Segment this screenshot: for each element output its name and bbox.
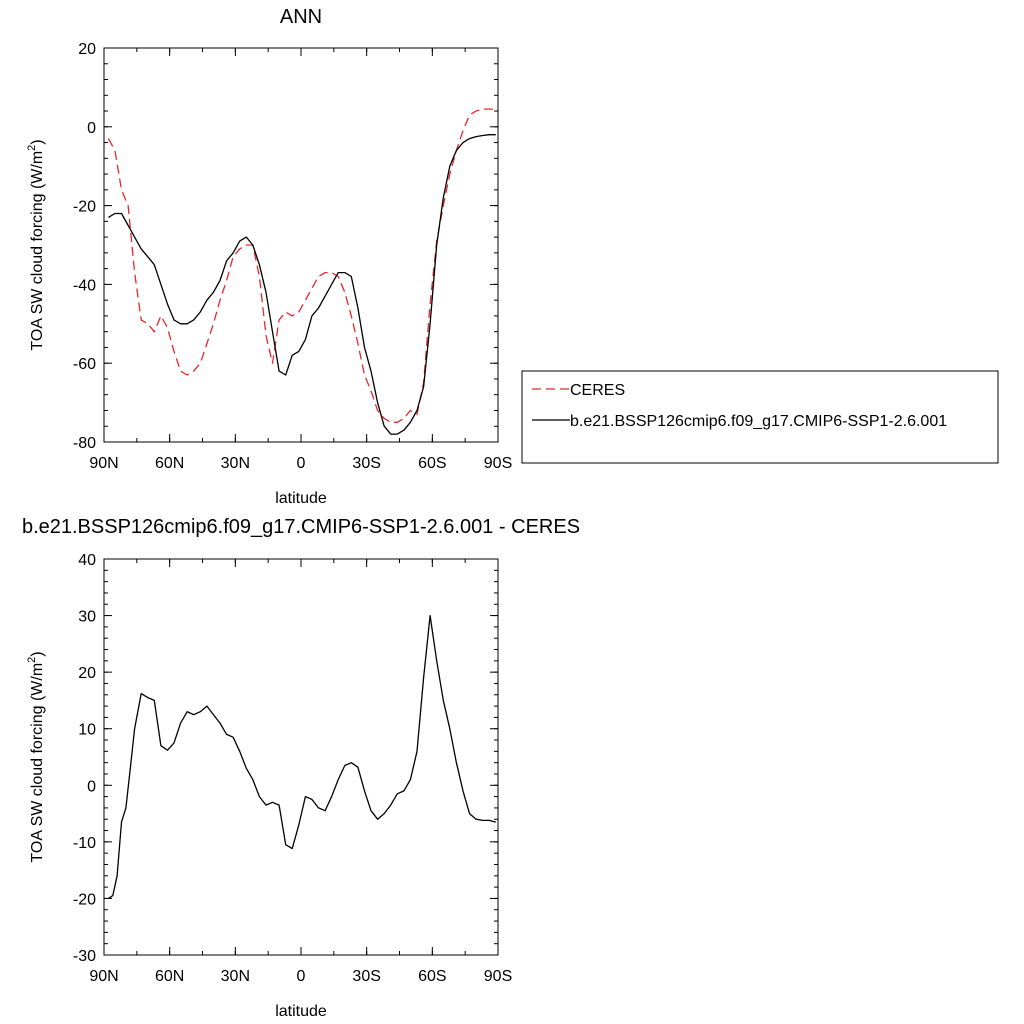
x-axis-label: latitude [275,490,327,507]
x-tick-label: 60S [418,455,446,472]
y-tick-label: -20 [73,891,96,908]
y-tick-label: -20 [73,199,96,216]
series-line-b-e21-bssp126cmip6-f09-g17-cmip6-ssp1-2-6-001 [108,134,496,435]
x-tick-label: 90S [484,968,512,985]
y-axis-label-close: ) [29,139,46,144]
y-tick-label: -80 [73,435,96,452]
y-axis-label-main: TOA SW cloud forcing (W/m [29,151,46,351]
plot-frame [103,558,499,956]
x-tick-label: 60N [155,455,184,472]
legend-label: CERES [570,382,625,399]
chart-panel-1: ANN 20 0 -20 -40 -60 -80 90N 60N 30N 0 30S 60S 90S lat… [26,6,999,507]
y-tick-label: -40 [73,277,96,294]
x-tick-label: 0 [297,455,306,472]
chart-title: ANN [280,6,322,28]
series-line-ceres [107,108,496,423]
x-tick-label: 30S [352,968,380,985]
x-tick-label: 90S [484,455,512,472]
y-tick-label: -30 [73,948,96,965]
chart-panel-2: b.e21.BSSP126cmip6.f09_g17.CMIP6-SSP1-2.… [22,516,580,1020]
x-tick-label: 60S [418,968,446,985]
chart-title: b.e21.BSSP126cmip6.f09_g17.CMIP6-SSP1-2.… [22,516,580,538]
x-tick-label: 30S [352,455,380,472]
x-tick-label: 90N [89,455,118,472]
y-axis-label-close: ) [29,651,46,656]
y-axis-label: TOA SW cloud forcing (W/m2) [26,651,46,862]
plot-frame [103,47,499,443]
legend-label: b.e21.BSSP126cmip6.f09_g17.CMIP6-SSP1-2.… [570,413,947,430]
y-tick-label: 10 [78,722,96,739]
y-tick-label: 0 [87,778,96,795]
y-tick-label: 20 [78,41,96,58]
y-tick-label: 0 [87,120,96,137]
y-axis-label-main: TOA SW cloud forcing (W/m [29,663,46,863]
x-tick-label: 0 [297,968,306,985]
series-line-1 [108,614,496,899]
y-axis-label: TOA SW cloud forcing (W/m2) [26,139,46,350]
y-tick-label: -10 [73,835,96,852]
x-tick-label: 90N [89,968,118,985]
legend-box [521,370,999,464]
x-tick-label: 30N [221,968,250,985]
legend: CERES b.e21.BSSP126cmip6.f09_g17.CMIP6-SS… [521,370,999,464]
y-tick-label: 40 [78,552,96,569]
y-axis-label-sup: 2 [26,657,38,663]
x-axis-label: latitude [275,1003,327,1020]
x-tick-label: 60N [155,968,184,985]
y-tick-label: 30 [78,609,96,626]
y-tick-label: -60 [73,356,96,373]
y-axis-label-sup: 2 [26,145,38,151]
x-tick-label: 30N [221,455,250,472]
y-tick-label: 20 [78,665,96,682]
